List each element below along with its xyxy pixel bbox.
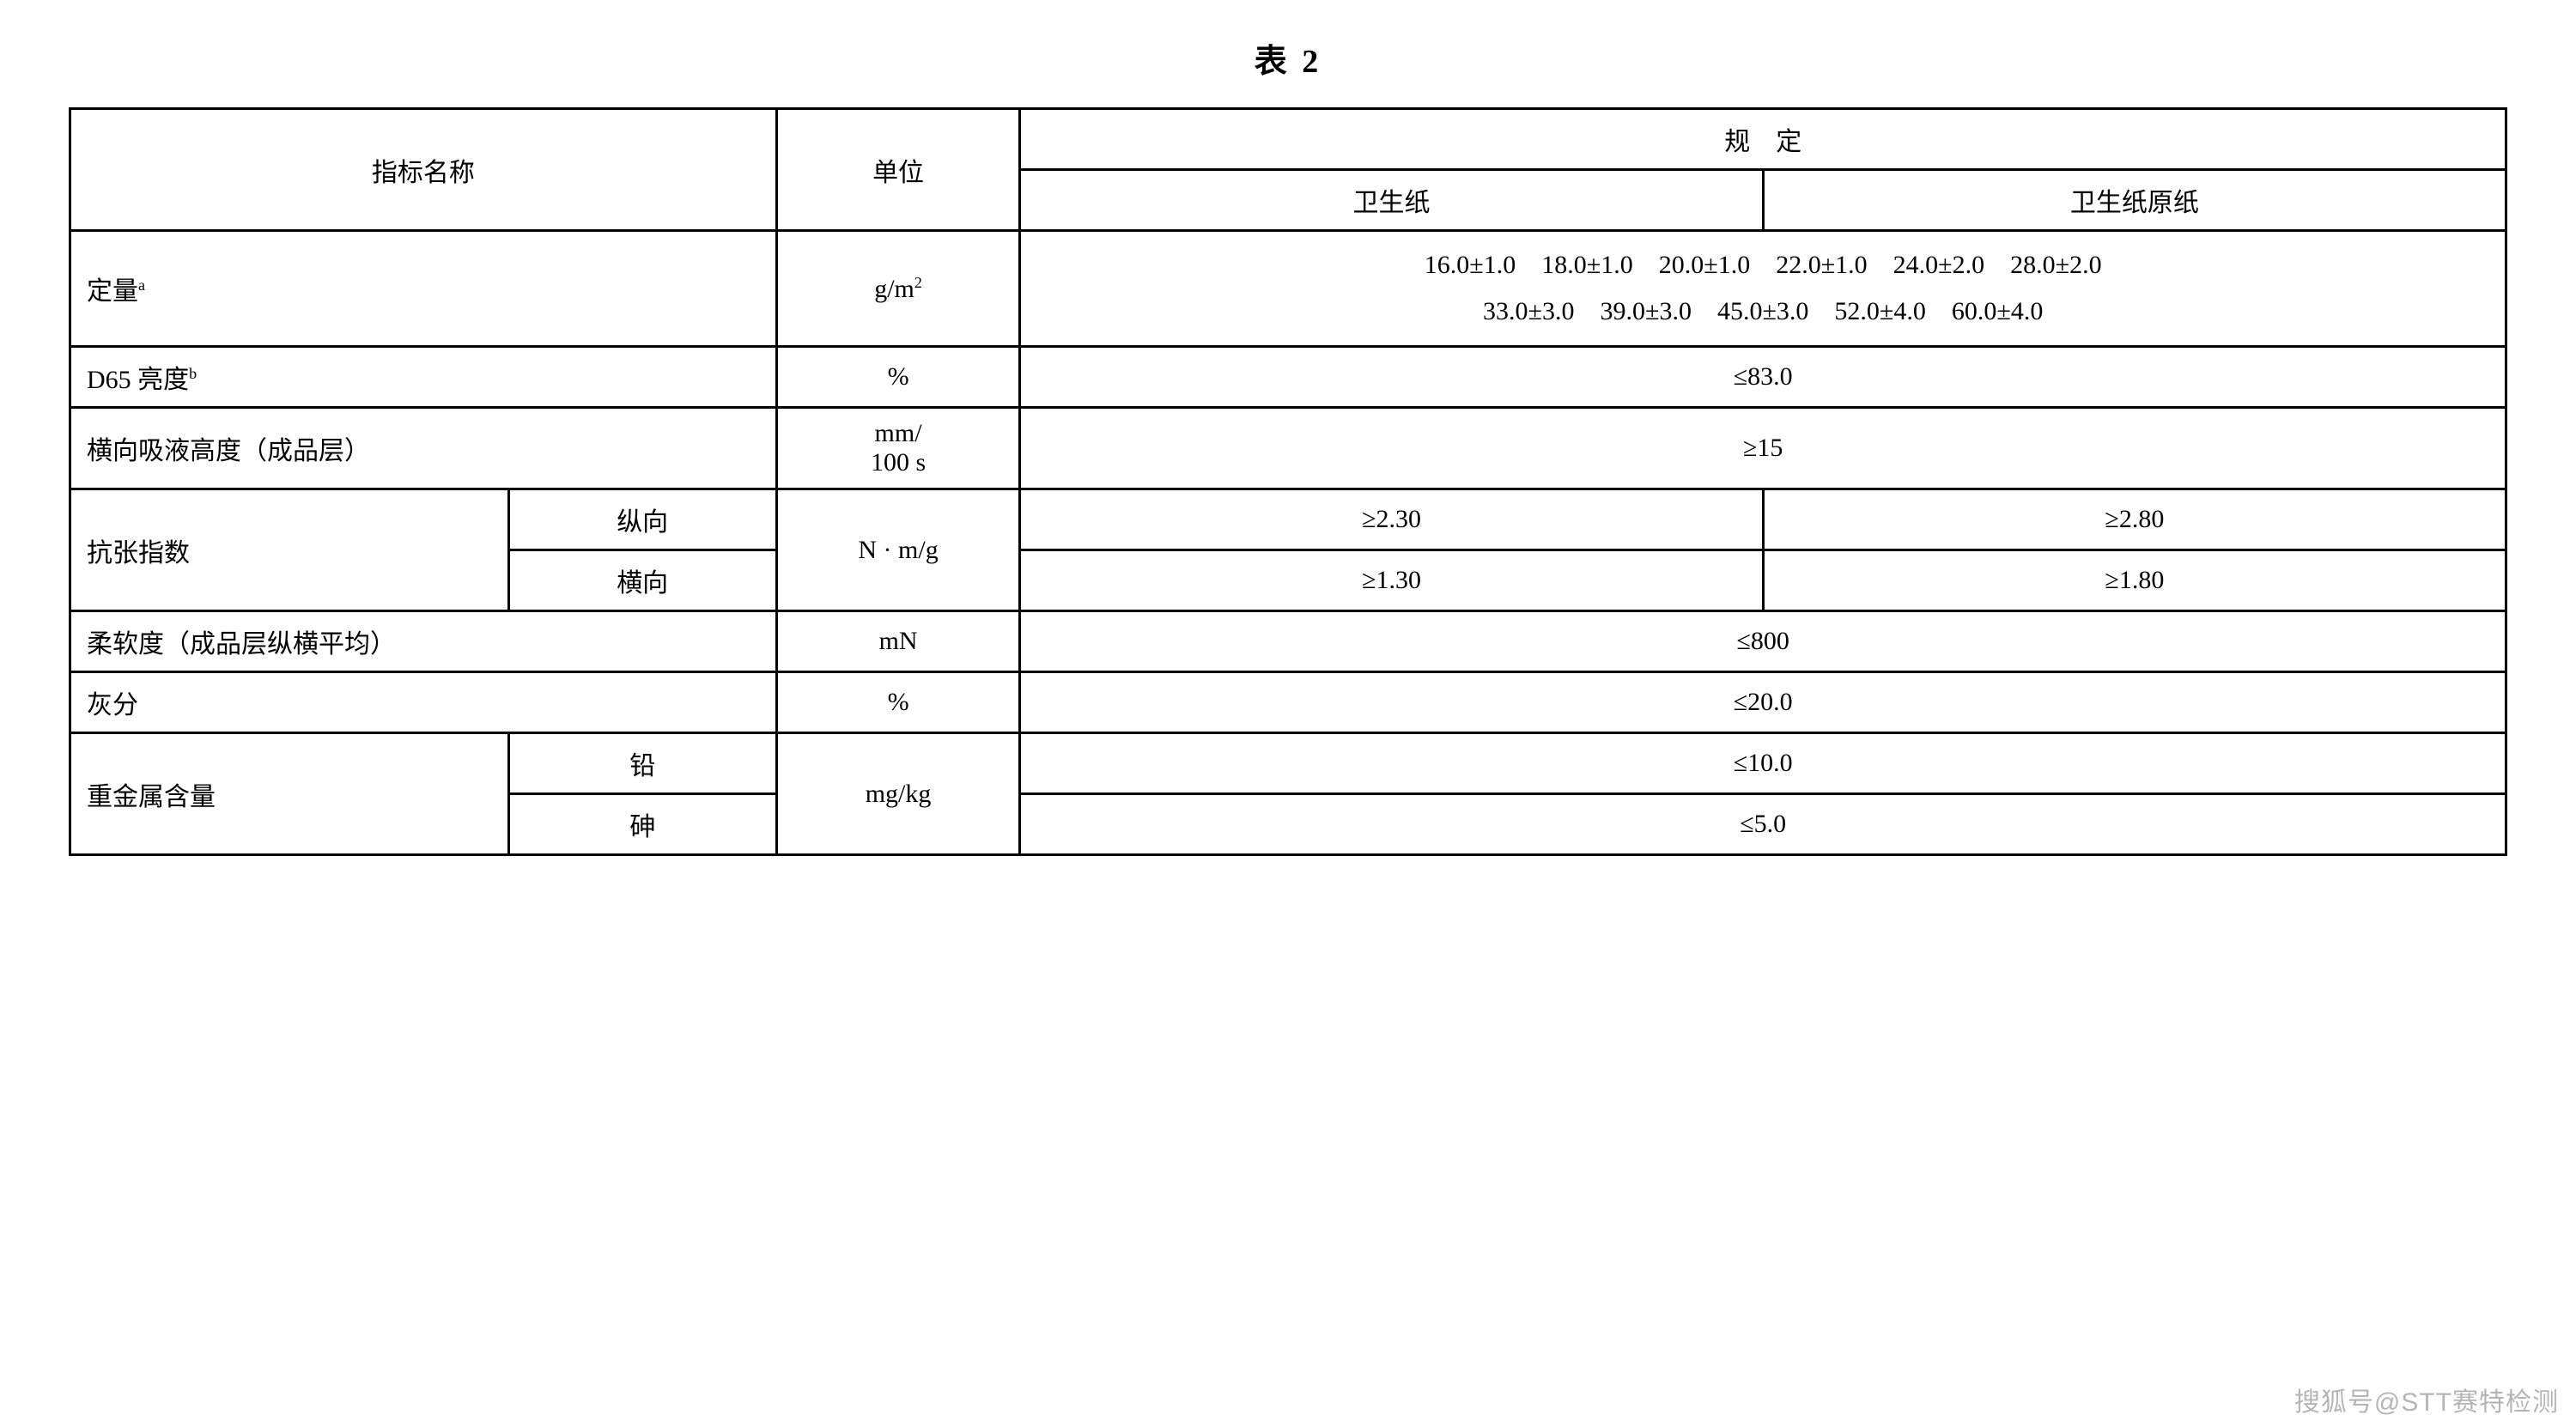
row-metal-unit: mg/kg [776,733,1020,855]
row-kangzhang-sub2: 横向 [508,550,776,611]
row-metal-sub2: 砷 [508,794,776,855]
row-metal-name: 重金属含量 [70,733,509,855]
row-d65-spec: ≤83.0 [1020,347,2506,408]
row-huifen-spec: ≤20.0 [1020,672,2506,733]
row-kangzhang-v12: ≥2.80 [1763,489,2506,550]
unit-line: 100 s [793,448,1004,477]
row-kangzhang-sub1: 纵向 [508,489,776,550]
row-kangzhang-v11: ≥2.30 [1020,489,1763,550]
header-spec: 规 定 [1020,109,2506,170]
header-spec-sub2: 卫生纸原纸 [1763,170,2506,231]
row-huifen-name: 灰分 [70,672,777,733]
row-kangzhang-unit: N · m/g [776,489,1020,611]
row-kangzhang-v21: ≥1.30 [1020,550,1763,611]
unit-line: mm/ [793,419,1004,448]
row-rouruan-name: 柔软度（成品层纵横平均） [70,611,777,672]
header-spec-sub1: 卫生纸 [1020,170,1763,231]
row-dingliang-unit: g/m2 [776,231,1020,347]
row-xiye-name: 横向吸液高度（成品层） [70,408,777,489]
superscript: 2 [914,274,922,291]
superscript: a [138,276,145,294]
header-unit: 单位 [776,109,1020,231]
row-metal-sub1: 铅 [508,733,776,794]
row-metal-v2: ≤5.0 [1020,794,2506,855]
row-rouruan-spec: ≤800 [1020,611,2506,672]
header-name: 指标名称 [70,109,777,231]
cell-text: 定量 [87,277,138,306]
row-rouruan-unit: mN [776,611,1020,672]
spec-line: 16.0±1.0 18.0±1.0 20.0±1.0 22.0±1.0 24.0… [1036,242,2489,288]
row-huifen-unit: % [776,672,1020,733]
row-d65-unit: % [776,347,1020,408]
spec-table: 指标名称 单位 规 定 卫生纸 卫生纸原纸 定量a g/m2 16.0±1.0 … [69,107,2507,856]
row-metal-v1: ≤10.0 [1020,733,2506,794]
superscript: b [189,365,197,382]
row-xiye-unit: mm/ 100 s [776,408,1020,489]
row-xiye-spec: ≥15 [1020,408,2506,489]
cell-text: D65 亮度 [87,366,189,394]
table-title: 表 2 [69,34,2507,82]
spec-line: 33.0±3.0 39.0±3.0 45.0±3.0 52.0±4.0 60.0… [1036,288,2489,335]
row-dingliang-name: 定量a [70,231,777,347]
row-dingliang-spec: 16.0±1.0 18.0±1.0 20.0±1.0 22.0±1.0 24.0… [1020,231,2506,347]
row-d65-name: D65 亮度b [70,347,777,408]
cell-text: g/m [874,275,914,303]
watermark-text: 搜狐号@STT赛特检测 [2294,1381,2559,1418]
row-kangzhang-name: 抗张指数 [70,489,509,611]
row-kangzhang-v22: ≥1.80 [1763,550,2506,611]
